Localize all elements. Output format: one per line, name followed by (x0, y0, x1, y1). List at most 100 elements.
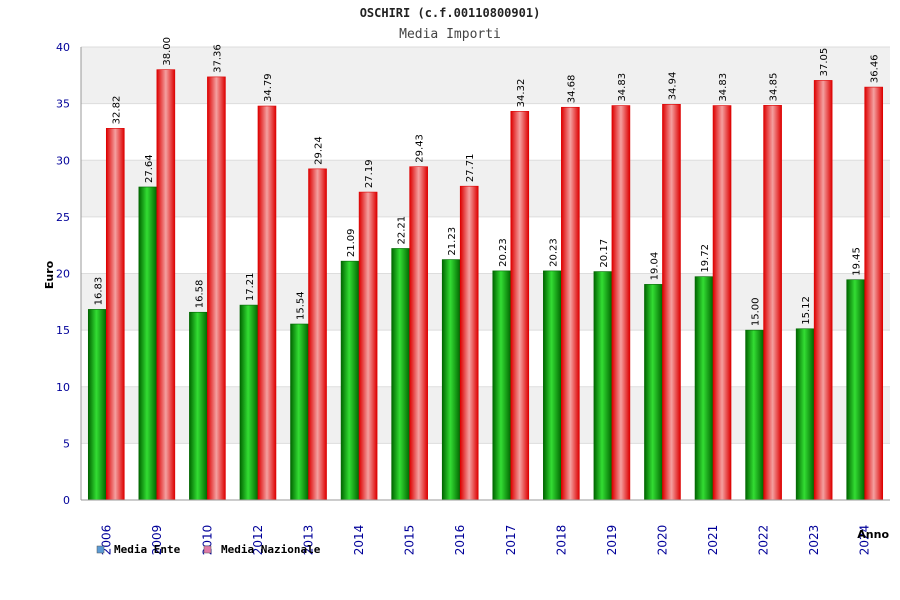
y-tick-label: 10 (56, 381, 70, 394)
bar-media-nazionale (864, 86, 884, 501)
data-label-media-ente: 20.23 (498, 238, 509, 267)
data-label-media-nazionale: 34.79 (263, 73, 274, 102)
bar-media-nazionale (459, 185, 479, 501)
bar-media-ente (795, 328, 815, 501)
bar-media-ente (87, 309, 107, 501)
bar-media-nazionale (662, 104, 681, 501)
data-label-media-nazionale: 36.46 (870, 54, 881, 83)
x-tick-label: 2009 (150, 525, 164, 556)
bar-media-ente (492, 270, 512, 501)
chart-title: OSCHIRI (c.f.00110800901) (360, 6, 541, 20)
bar-media-ente (189, 311, 208, 501)
bar-media-nazionale (257, 105, 277, 501)
x-tick-label: 2020 (655, 525, 669, 556)
chart-subtitle: Media Importi (399, 27, 501, 42)
y-axis-title: Euro (43, 260, 56, 289)
legend-swatch-ente (96, 545, 105, 554)
data-label-media-ente: 15.00 (751, 297, 762, 326)
bar-media-nazionale (712, 105, 732, 501)
data-label-media-nazionale: 27.71 (465, 154, 476, 183)
y-tick-label: 40 (56, 41, 70, 54)
x-tick-label: 2013 (302, 525, 316, 556)
data-label-media-ente: 20.23 (548, 238, 559, 267)
data-label-media-ente: 15.54 (296, 291, 307, 320)
data-label-media-ente: 17.21 (245, 272, 256, 301)
data-label-media-nazionale: 29.24 (314, 136, 325, 165)
data-label-media-ente: 22.21 (397, 216, 408, 245)
bar-media-nazionale (611, 105, 631, 501)
legend-label-nazionale: Media Nazionale (221, 543, 321, 556)
bar-media-ente (644, 284, 663, 501)
y-axis-ticks: 0 5 10 15 20 25 30 35 40 (56, 41, 70, 507)
bar-media-ente (138, 186, 158, 501)
bar-media-ente (239, 304, 259, 501)
x-tick-label: 2014 (352, 525, 366, 556)
data-label-media-ente: 15.12 (801, 296, 812, 325)
data-label-media-nazionale: 34.83 (617, 73, 628, 102)
y-tick-label: 15 (56, 324, 70, 337)
bar-media-ente (340, 260, 360, 501)
data-label-media-nazionale: 27.19 (364, 159, 375, 188)
bar-media-nazionale (358, 191, 378, 501)
bar-media-nazionale (813, 80, 833, 501)
x-tick-label: 2016 (453, 525, 467, 556)
data-label-media-nazionale: 38.00 (162, 37, 173, 66)
x-tick-label: 2022 (757, 525, 771, 556)
y-tick-label: 35 (56, 98, 70, 111)
data-label-media-ente: 16.58 (194, 280, 205, 309)
x-axis-title: Anno (857, 528, 889, 541)
x-tick-label: 2021 (706, 525, 720, 556)
data-label-media-ente: 21.23 (447, 227, 458, 256)
x-tick-label: 2012 (251, 525, 265, 556)
data-label-media-nazionale: 32.82 (111, 96, 122, 125)
data-label-media-nazionale: 34.83 (718, 73, 729, 102)
data-label-media-nazionale: 34.32 (516, 79, 527, 108)
bar-media-nazionale (409, 166, 428, 501)
data-label-media-ente: 20.17 (599, 239, 610, 268)
data-label-media-ente: 21.09 (346, 229, 357, 258)
data-label-media-ente: 27.64 (144, 154, 155, 183)
data-label-media-ente: 19.72 (700, 244, 711, 273)
x-tick-label: 2015 (403, 525, 417, 556)
bar-media-ente (543, 270, 562, 501)
x-tick-label: 2024 (858, 525, 872, 556)
y-tick-label: 20 (56, 268, 70, 281)
bar-media-nazionale (156, 69, 176, 501)
bar-series: 16.83 32.82 27.64 38.00 16.58 37.36 17.21 34.79… (87, 37, 884, 501)
data-label-media-nazionale: 29.43 (415, 134, 426, 163)
x-tick-label: 2018 (554, 525, 568, 556)
bar-media-ente (391, 248, 410, 501)
bar-media-nazionale (308, 168, 327, 501)
x-axis-ticks: 2006 2009 2010 2012 2013 2014 2015 2016 2017 2018… (99, 525, 871, 556)
y-tick-label: 30 (56, 154, 70, 167)
x-tick-label: 2019 (605, 525, 619, 556)
data-label-media-nazionale: 37.36 (212, 44, 223, 73)
bar-media-nazionale (561, 106, 580, 501)
data-label-media-nazionale: 34.68 (566, 75, 577, 104)
y-tick-label: 25 (56, 211, 70, 224)
legend: Media Ente Media Nazionale (96, 543, 321, 556)
bar-media-ente (593, 271, 613, 501)
legend-label-ente: Media Ente (114, 543, 181, 556)
bar-media-nazionale (510, 111, 530, 501)
y-tick-label: 0 (63, 494, 70, 507)
data-label-media-nazionale: 34.85 (769, 73, 780, 102)
data-label-media-nazionale: 37.05 (819, 48, 830, 77)
bar-media-ente (290, 323, 309, 501)
bar-media-nazionale (105, 128, 125, 501)
bar-media-ente (694, 276, 714, 501)
data-label-media-ente: 19.04 (649, 252, 660, 281)
y-tick-label: 5 (63, 437, 70, 450)
bar-media-ente (441, 259, 461, 501)
data-label-media-ente: 16.83 (93, 277, 104, 306)
bar-media-ente (846, 279, 866, 501)
data-label-media-ente: 19.45 (852, 247, 863, 276)
x-tick-label: 2017 (504, 525, 518, 556)
legend-swatch-nazionale (203, 545, 212, 554)
bar-media-nazionale (207, 76, 226, 501)
bar-media-ente (745, 329, 764, 501)
bar-media-nazionale (763, 105, 782, 501)
data-label-media-nazionale: 34.94 (667, 72, 678, 101)
x-tick-label: 2023 (807, 525, 821, 556)
